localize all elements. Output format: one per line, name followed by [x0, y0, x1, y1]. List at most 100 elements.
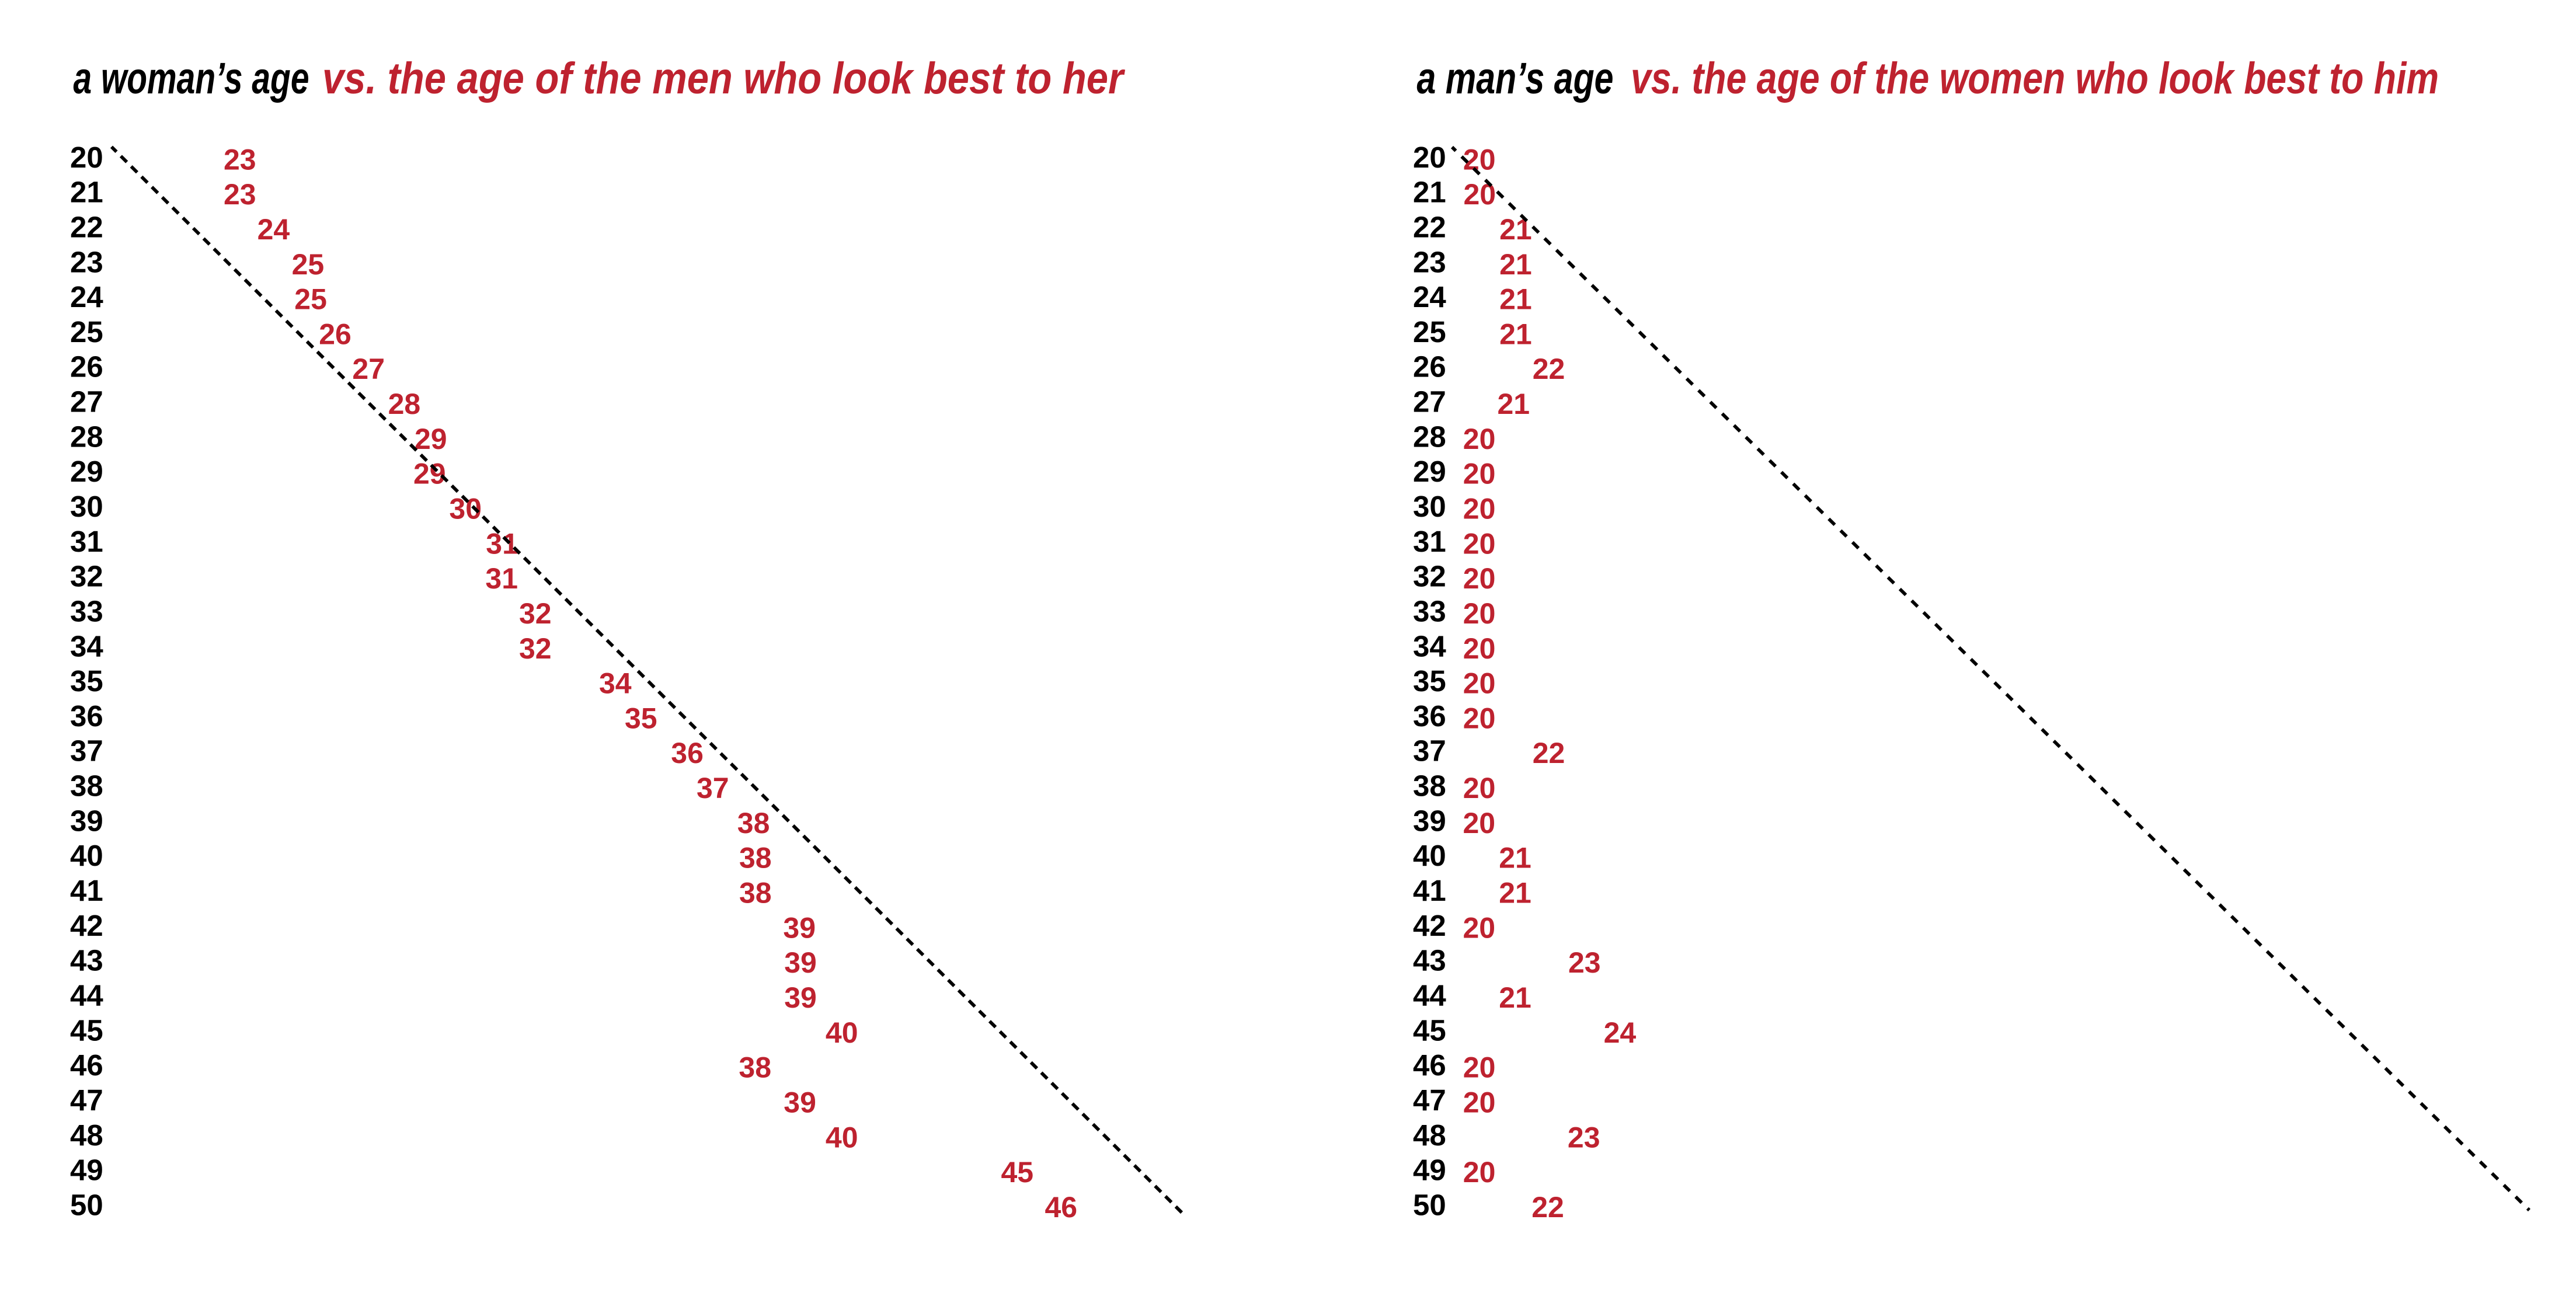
svg-text:26: 26	[70, 350, 103, 384]
svg-text:39: 39	[784, 946, 817, 979]
svg-text:23: 23	[1568, 946, 1601, 979]
svg-text:36: 36	[1413, 699, 1446, 733]
svg-text:48: 48	[70, 1119, 103, 1152]
svg-text:25: 25	[294, 283, 327, 316]
svg-text:35: 35	[1413, 664, 1446, 698]
svg-text:25: 25	[1413, 315, 1446, 349]
svg-text:21: 21	[1499, 213, 1532, 246]
svg-text:20: 20	[1463, 807, 1496, 839]
svg-text:40: 40	[70, 839, 103, 872]
svg-text:21: 21	[1499, 283, 1532, 316]
svg-text:20: 20	[1413, 141, 1446, 174]
svg-text:32: 32	[70, 560, 103, 593]
svg-text:37: 37	[697, 772, 729, 804]
svg-text:21: 21	[1499, 877, 1531, 910]
svg-text:29: 29	[1413, 455, 1446, 488]
svg-text:34: 34	[70, 629, 103, 663]
svg-text:41: 41	[1413, 874, 1446, 907]
svg-text:vs. the age of the women who l: vs. the age of the women who look best t…	[1631, 54, 2439, 103]
svg-text:a man’s age: a man’s age	[1417, 54, 1614, 103]
svg-text:29: 29	[70, 455, 103, 488]
svg-text:42: 42	[1413, 909, 1446, 942]
svg-text:22: 22	[1533, 737, 1565, 769]
svg-text:22: 22	[1413, 210, 1446, 243]
svg-text:22: 22	[1533, 353, 1565, 385]
svg-text:32: 32	[519, 632, 552, 665]
svg-text:43: 43	[70, 944, 103, 977]
svg-text:34: 34	[599, 667, 632, 700]
svg-text:28: 28	[1413, 420, 1446, 453]
svg-text:20: 20	[1463, 1051, 1496, 1084]
svg-text:20: 20	[70, 141, 103, 174]
svg-text:24: 24	[1413, 280, 1446, 313]
svg-text:40: 40	[1413, 839, 1446, 872]
svg-text:23: 23	[224, 143, 256, 176]
svg-text:27: 27	[70, 385, 103, 419]
svg-text:26: 26	[1413, 350, 1446, 384]
svg-text:20: 20	[1463, 493, 1496, 525]
svg-text:33: 33	[1413, 595, 1446, 628]
svg-text:27: 27	[352, 353, 385, 385]
svg-text:21: 21	[1498, 388, 1530, 420]
svg-text:20: 20	[1464, 178, 1496, 211]
svg-text:45: 45	[1413, 1013, 1446, 1047]
svg-text:23: 23	[224, 178, 256, 211]
svg-text:23: 23	[70, 245, 103, 278]
svg-text:27: 27	[1413, 385, 1446, 419]
svg-text:37: 37	[70, 734, 103, 768]
svg-text:29: 29	[413, 458, 446, 490]
svg-text:40: 40	[826, 1121, 858, 1154]
svg-text:47: 47	[70, 1084, 103, 1117]
svg-text:43: 43	[1413, 944, 1446, 977]
svg-text:23: 23	[1413, 245, 1446, 278]
svg-text:31: 31	[486, 527, 518, 560]
svg-text:28: 28	[388, 388, 421, 420]
svg-text:31: 31	[1413, 525, 1446, 558]
svg-text:32: 32	[1413, 560, 1446, 593]
svg-text:20: 20	[1463, 562, 1496, 595]
svg-text:21: 21	[1499, 981, 1531, 1014]
svg-text:24: 24	[257, 213, 290, 246]
svg-text:21: 21	[1413, 176, 1446, 209]
svg-text:20: 20	[1463, 458, 1496, 490]
svg-text:41: 41	[70, 874, 103, 907]
svg-text:21: 21	[1499, 842, 1531, 875]
svg-text:49: 49	[70, 1154, 103, 1187]
svg-text:36: 36	[70, 699, 103, 733]
svg-text:46: 46	[1413, 1048, 1446, 1082]
svg-text:34: 34	[1413, 629, 1446, 663]
svg-text:39: 39	[783, 911, 816, 944]
svg-text:38: 38	[739, 1051, 771, 1084]
svg-text:46: 46	[1045, 1191, 1078, 1224]
svg-text:45: 45	[70, 1013, 103, 1047]
svg-text:31: 31	[485, 562, 518, 595]
svg-text:38: 38	[737, 807, 770, 839]
svg-text:38: 38	[70, 769, 103, 803]
svg-text:20: 20	[1463, 597, 1496, 630]
svg-text:31: 31	[70, 525, 103, 558]
svg-text:32: 32	[519, 597, 552, 630]
svg-text:26: 26	[319, 318, 351, 350]
svg-text:20: 20	[1463, 1156, 1496, 1189]
svg-text:20: 20	[1463, 772, 1496, 804]
svg-text:22: 22	[70, 210, 103, 243]
svg-text:20: 20	[1463, 911, 1496, 944]
svg-text:20: 20	[1463, 423, 1496, 455]
svg-text:45: 45	[1001, 1156, 1034, 1189]
svg-text:42: 42	[70, 909, 103, 942]
svg-text:20: 20	[1463, 702, 1496, 734]
svg-text:25: 25	[292, 248, 325, 281]
svg-text:48: 48	[1413, 1119, 1446, 1152]
svg-text:40: 40	[826, 1016, 858, 1049]
svg-text:47: 47	[1413, 1084, 1446, 1117]
svg-text:38: 38	[739, 842, 772, 875]
svg-text:20: 20	[1463, 632, 1496, 665]
svg-text:35: 35	[70, 664, 103, 698]
svg-text:21: 21	[70, 176, 103, 209]
svg-text:28: 28	[70, 420, 103, 453]
svg-text:23: 23	[1568, 1121, 1600, 1154]
svg-text:a woman’s age: a woman’s age	[74, 54, 309, 103]
svg-text:30: 30	[1413, 490, 1446, 523]
svg-text:33: 33	[70, 595, 103, 628]
svg-text:21: 21	[1499, 248, 1532, 281]
